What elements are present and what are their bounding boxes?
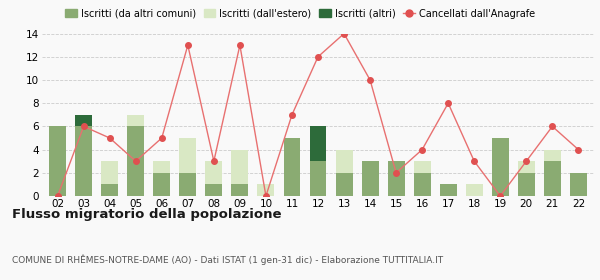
Bar: [179, 173, 196, 196]
Bar: [49, 126, 66, 196]
Bar: [205, 161, 223, 185]
Bar: [257, 185, 274, 196]
Bar: [232, 150, 248, 185]
Bar: [75, 115, 92, 126]
Bar: [362, 161, 379, 196]
Bar: [127, 126, 144, 196]
Bar: [310, 126, 326, 161]
Bar: [544, 150, 561, 161]
Bar: [413, 161, 431, 173]
Bar: [518, 161, 535, 173]
Bar: [570, 173, 587, 196]
Bar: [101, 185, 118, 196]
Bar: [518, 173, 535, 196]
Bar: [75, 126, 92, 196]
Legend: Iscritti (da altri comuni), Iscritti (dall'estero), Iscritti (altri), Cancellati: Iscritti (da altri comuni), Iscritti (da…: [61, 5, 539, 23]
Bar: [544, 161, 561, 196]
Bar: [179, 138, 196, 173]
Bar: [335, 173, 353, 196]
Bar: [101, 161, 118, 185]
Bar: [388, 161, 404, 196]
Bar: [154, 173, 170, 196]
Bar: [205, 185, 223, 196]
Bar: [413, 173, 431, 196]
Bar: [466, 185, 482, 196]
Text: Flusso migratorio della popolazione: Flusso migratorio della popolazione: [12, 208, 281, 221]
Bar: [440, 185, 457, 196]
Bar: [127, 115, 144, 126]
Bar: [492, 138, 509, 196]
Bar: [232, 185, 248, 196]
Bar: [310, 161, 326, 196]
Bar: [335, 150, 353, 173]
Bar: [154, 161, 170, 173]
Bar: [284, 138, 301, 196]
Text: COMUNE DI RHÊMES-NOTRE-DAME (AO) - Dati ISTAT (1 gen-31 dic) - Elaborazione TUTT: COMUNE DI RHÊMES-NOTRE-DAME (AO) - Dati …: [12, 255, 443, 265]
